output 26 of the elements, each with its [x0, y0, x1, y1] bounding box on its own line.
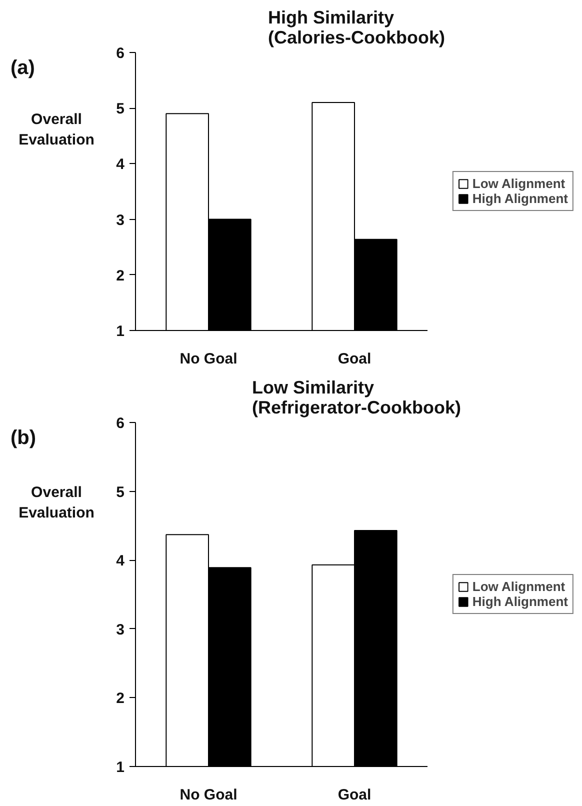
y-tick-label: 1 [116, 323, 124, 340]
y-tick-label: 4 [116, 156, 126, 174]
y-tick-label: 5 [116, 484, 124, 501]
y-tick-label: 6 [116, 415, 124, 432]
x-tick-label: No Goal [180, 350, 238, 368]
text: (b) [10, 427, 36, 450]
legend-label: High Alignment [472, 191, 568, 206]
legend-label: High Alignment [472, 594, 568, 609]
legend-label: Low Alignment [472, 176, 566, 191]
y-tick-label: 3 [116, 212, 124, 229]
y-axis-title: Overall Evaluation [18, 484, 94, 522]
y-tick-label: 2 [116, 690, 124, 708]
chart-title: Low Similarity (Refrigerator-Cookbook) [252, 378, 462, 418]
x-tick-label: No Goal [180, 786, 238, 804]
x-tick-label: Goal [338, 350, 372, 368]
text: (a) [10, 57, 35, 80]
y-tick-label: 5 [116, 100, 124, 118]
y-tick-label: 2 [116, 267, 124, 284]
y-tick-label: 4 [116, 552, 126, 570]
x-tick-label: Goal [338, 786, 372, 804]
y-tick-label: 6 [116, 45, 124, 62]
legend-label: Low Alignment [472, 579, 566, 594]
y-tick-label: 3 [116, 621, 124, 638]
chart-title: High Similarity (Calories-Cookbook) [268, 8, 446, 48]
y-tick-label: 1 [116, 759, 124, 776]
y-axis-title: Overall Evaluation [18, 111, 94, 149]
